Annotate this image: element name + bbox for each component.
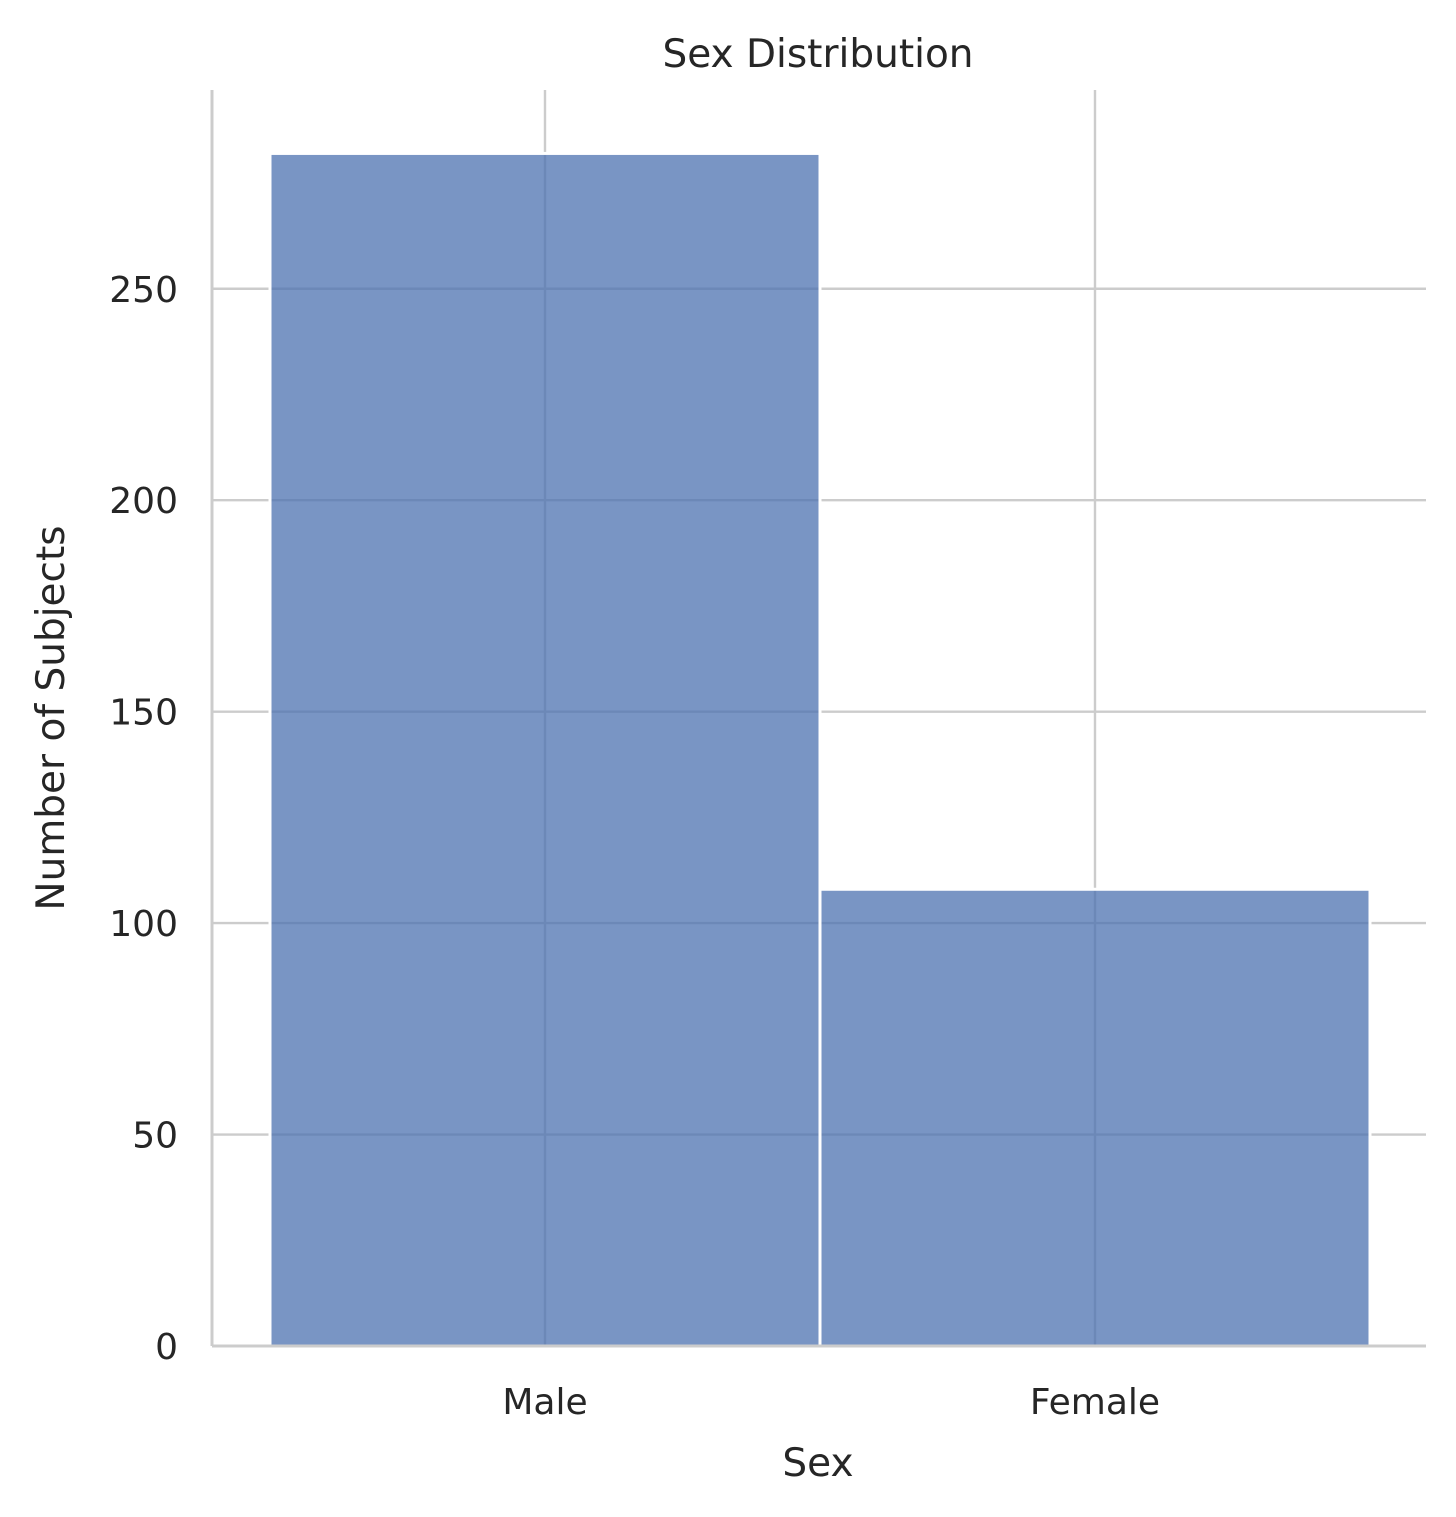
bar-male xyxy=(268,151,822,1348)
x-tick-labels: Male Female xyxy=(502,1382,1160,1423)
chart-title: Sex Distribution xyxy=(662,32,973,77)
bars xyxy=(268,151,1372,1348)
y-axis-label: Number of Subjects xyxy=(29,525,74,910)
x-tick-label: Male xyxy=(502,1382,587,1423)
y-tick-label: 100 xyxy=(109,904,178,945)
y-tick-label: 250 xyxy=(109,270,178,311)
y-tick-label: 200 xyxy=(109,481,178,522)
y-tick-label: 50 xyxy=(132,1116,178,1157)
y-tick-label: 150 xyxy=(109,693,178,734)
bar-female xyxy=(818,887,1372,1348)
x-tick-label: Female xyxy=(1030,1382,1160,1423)
y-tick-label: 0 xyxy=(155,1327,178,1368)
x-axis-label: Sex xyxy=(782,1441,853,1486)
y-tick-labels: 0 50 100 150 200 250 xyxy=(109,270,178,1368)
